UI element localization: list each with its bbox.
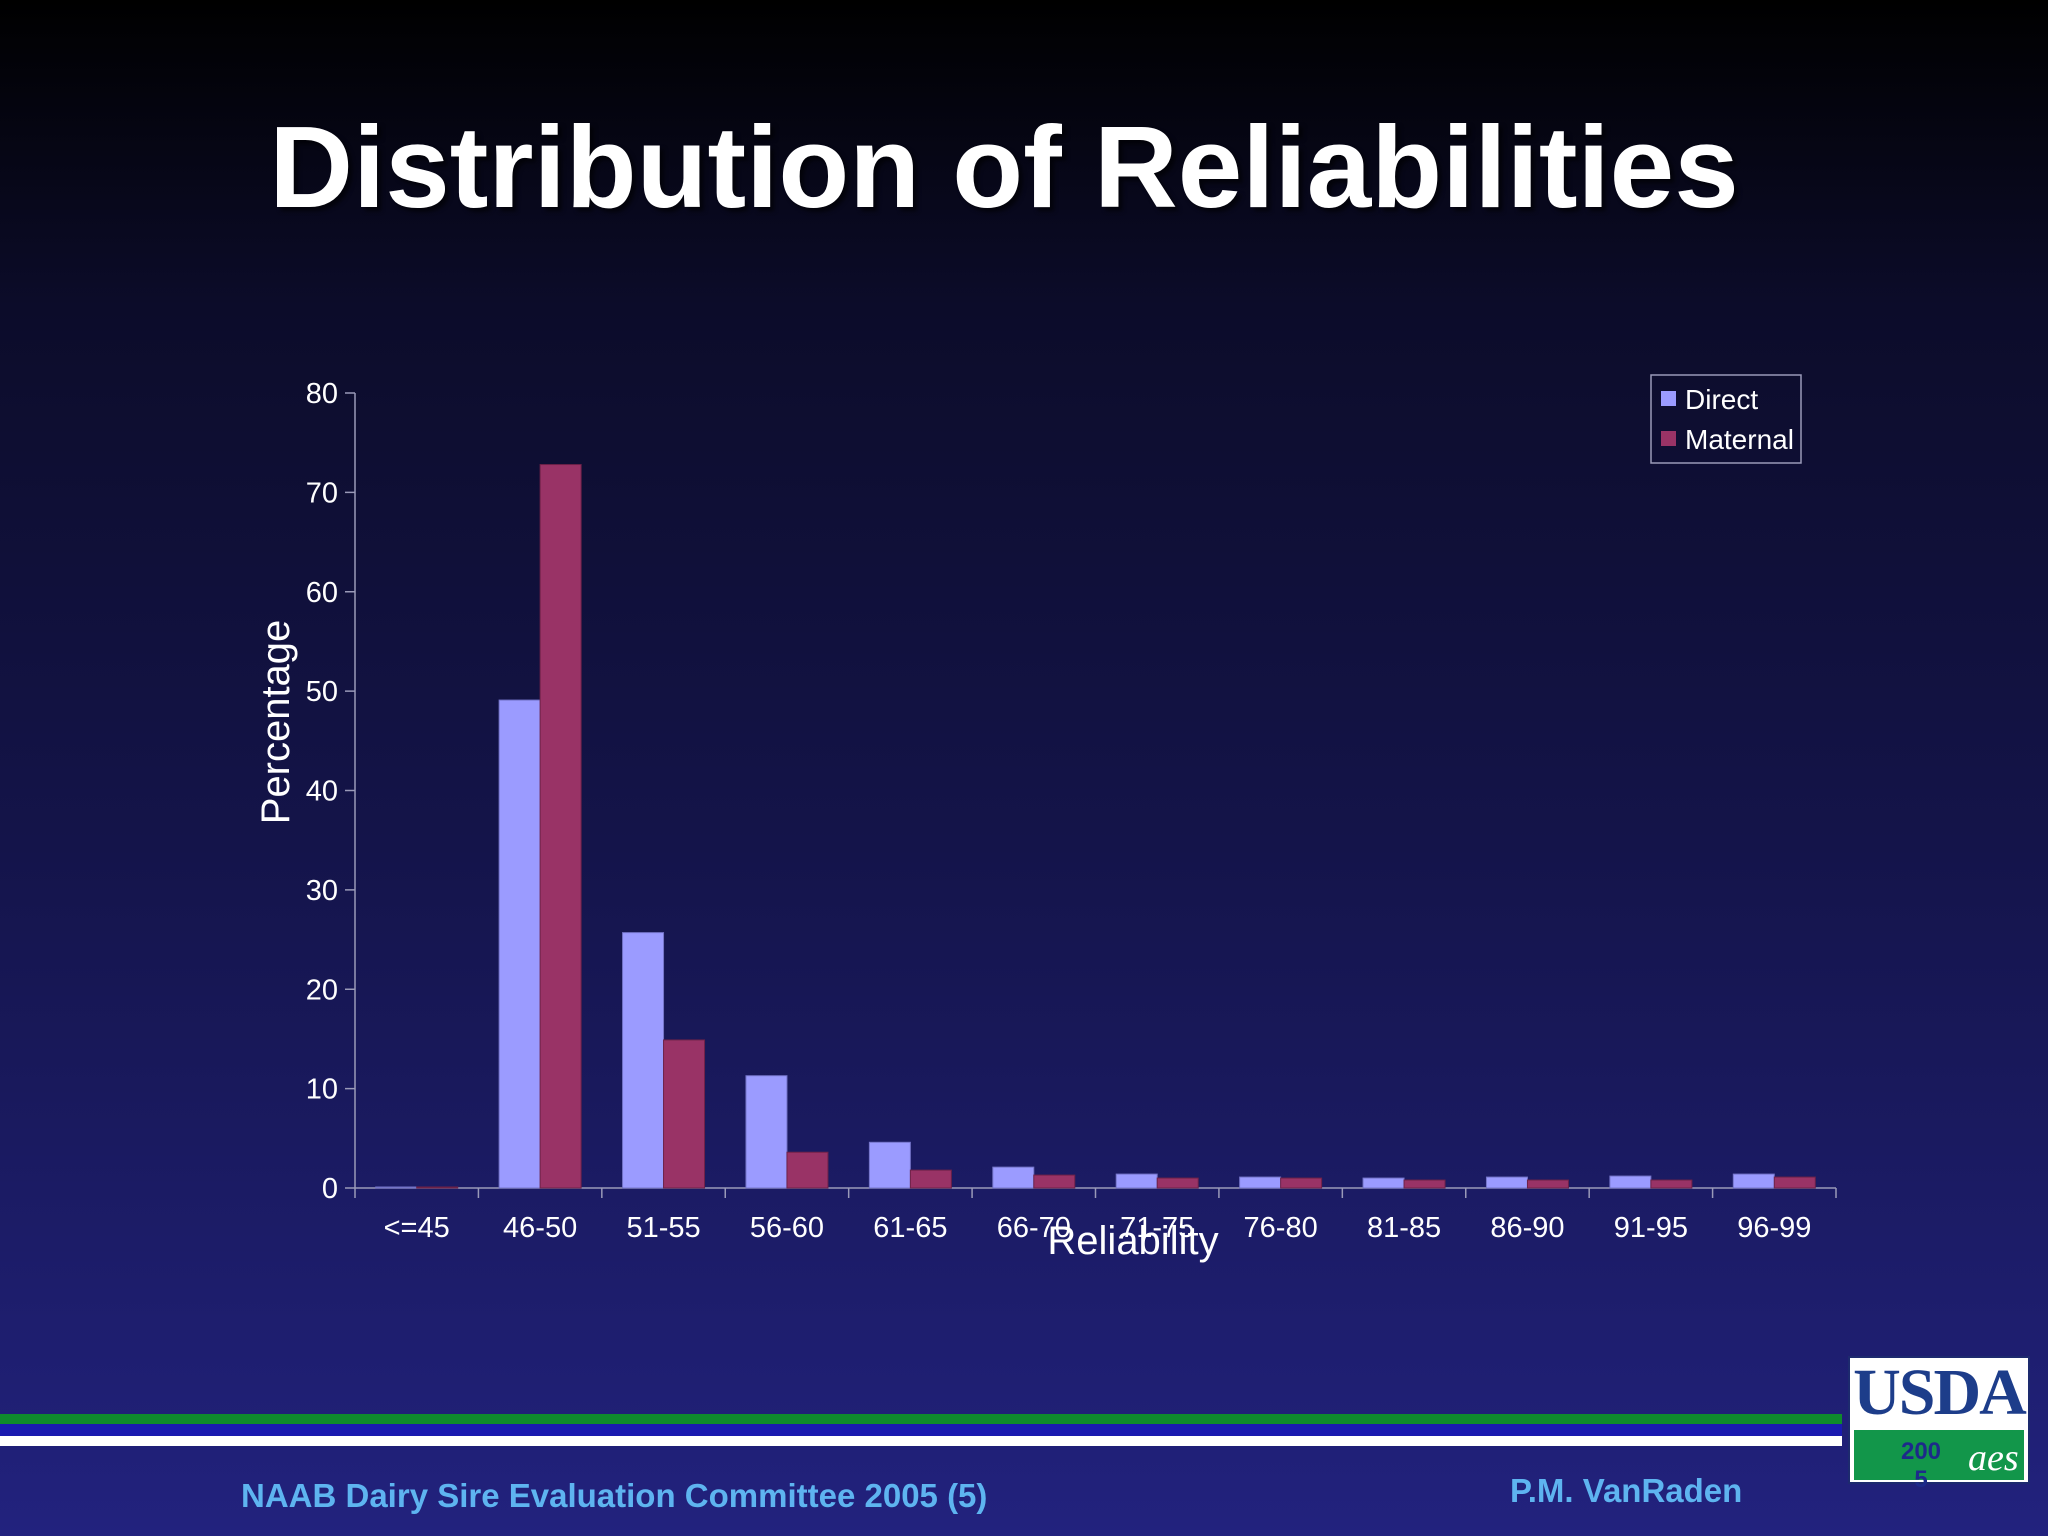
x-tick-label: 96-99 xyxy=(1737,1212,1811,1244)
y-tick-label: 20 xyxy=(306,974,338,1006)
y-axis-title: Percentage xyxy=(254,620,298,825)
y-tick-label: 80 xyxy=(306,378,338,410)
x-tick-label: 46-50 xyxy=(503,1212,577,1244)
bar-maternal-7 xyxy=(1280,1177,1323,1189)
bar-direct-8 xyxy=(1362,1177,1405,1189)
x-tick-label: 71-75 xyxy=(1120,1212,1194,1244)
slide-title: Distribution of Reliabilities xyxy=(269,102,1739,232)
bar-direct-7 xyxy=(1239,1176,1282,1189)
bar-maternal-5 xyxy=(1033,1174,1076,1189)
bar-maternal-2 xyxy=(663,1039,706,1189)
y-tick-label: 10 xyxy=(306,1074,338,1106)
x-tick-label: 51-55 xyxy=(626,1212,700,1244)
footer-stripes xyxy=(0,1414,1842,1446)
bar-direct-2 xyxy=(622,932,665,1189)
y-tick-label: 70 xyxy=(306,477,338,509)
bar-direct-0 xyxy=(375,1186,418,1189)
y-tick-label: 40 xyxy=(306,776,338,808)
y-axis: 0 10 20 30 40 50 60 70 80 xyxy=(306,378,356,1205)
bar-direct-4 xyxy=(868,1141,911,1189)
usda-logo-green-band xyxy=(1854,1430,2024,1480)
x-tick-label: 86-90 xyxy=(1490,1212,1564,1244)
y-tick-label: 30 xyxy=(306,875,338,907)
usda-logo-year-line1: 200 xyxy=(1900,1438,1942,1465)
footer-committee: NAAB Dairy Sire Evaluation Committee 200… xyxy=(241,1477,988,1514)
x-axis-title: Reliability xyxy=(1047,1219,1218,1263)
bar-maternal-9 xyxy=(1526,1179,1569,1189)
x-tick-label: 81-85 xyxy=(1367,1212,1441,1244)
bar-chart: 0 10 20 30 40 50 60 70 80 <=45 46-50 51-55 56-60 61-… xyxy=(254,374,1837,1263)
x-tick-label: 91-95 xyxy=(1614,1212,1688,1244)
x-tick-label: 61-65 xyxy=(873,1212,947,1244)
bar-direct-5 xyxy=(992,1166,1035,1189)
legend-label-maternal: Maternal xyxy=(1685,424,1794,455)
bars xyxy=(375,464,1816,1189)
x-tick-label: 56-60 xyxy=(750,1212,824,1244)
y-tick-label: 50 xyxy=(306,676,338,708)
legend-swatch-maternal xyxy=(1661,431,1676,446)
usda-logo-text: USDA xyxy=(1853,1356,2027,1429)
bar-direct-9 xyxy=(1485,1176,1528,1189)
legend-swatch-direct xyxy=(1661,391,1676,406)
legend-label-direct: Direct xyxy=(1685,384,1758,415)
x-axis: <=45 46-50 51-55 56-60 61-65 66-70 71-75 76-80 8… xyxy=(354,1187,1837,1244)
y-tick-label: 60 xyxy=(306,577,338,609)
bar-maternal-11 xyxy=(1773,1176,1816,1189)
legend-box xyxy=(1650,374,1802,464)
bar-direct-3 xyxy=(745,1075,788,1189)
aes-mark: aes xyxy=(1968,1437,2019,1479)
stripe-blue xyxy=(0,1424,1842,1436)
footer-author: P.M. VanRaden xyxy=(1510,1472,1743,1509)
usda-logo-year: 200 5 xyxy=(1896,1438,1946,1494)
stripe-white xyxy=(0,1436,1842,1446)
bar-direct-1 xyxy=(498,699,541,1189)
x-tick-label: <=45 xyxy=(384,1212,450,1244)
bar-direct-11 xyxy=(1732,1173,1775,1189)
bar-maternal-8 xyxy=(1403,1179,1446,1189)
bar-maternal-10 xyxy=(1650,1179,1693,1189)
bar-maternal-6 xyxy=(1156,1177,1199,1189)
bar-maternal-1 xyxy=(539,464,582,1189)
y-tick-label: 0 xyxy=(322,1173,338,1205)
x-tick-label: 76-80 xyxy=(1244,1212,1318,1244)
bar-maternal-3 xyxy=(786,1151,829,1189)
legend: Direct Maternal xyxy=(1650,374,1802,464)
bar-maternal-4 xyxy=(909,1169,952,1189)
x-tick-label: 66-70 xyxy=(997,1212,1071,1244)
stripe-green xyxy=(0,1414,1842,1424)
usda-logo: USDA 200 5 aes xyxy=(1848,1356,2030,1493)
bar-direct-6 xyxy=(1115,1173,1158,1189)
bar-direct-10 xyxy=(1609,1175,1652,1189)
bar-maternal-0 xyxy=(416,1186,459,1189)
usda-logo-year-line2: 5 xyxy=(1914,1466,1928,1493)
